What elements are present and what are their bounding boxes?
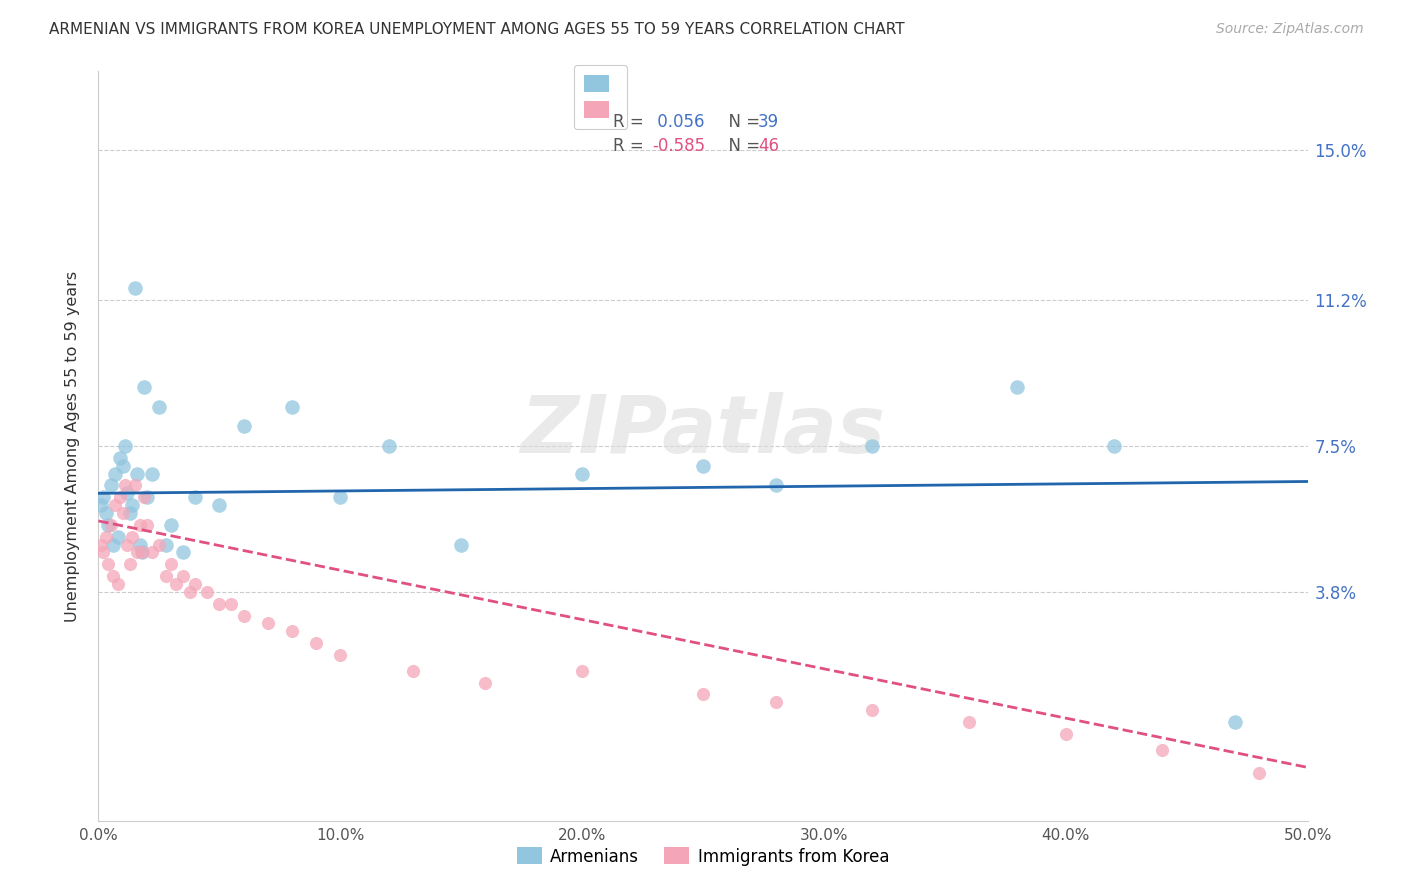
Point [860, 439, 883, 453]
Point [860, 703, 883, 717]
Point [141, 467, 163, 481]
Point [104, 498, 127, 512]
Text: N =: N = [718, 113, 766, 131]
Point [94, 506, 117, 520]
Point [101, 569, 124, 583]
Point [131, 545, 153, 559]
Point [94, 530, 117, 544]
Point [91, 545, 114, 559]
Point [107, 577, 129, 591]
Point [305, 636, 328, 650]
Point [402, 664, 425, 678]
Point [195, 585, 218, 599]
Text: N =: N = [718, 136, 766, 154]
Point [121, 498, 143, 512]
Point [184, 490, 207, 504]
Point [221, 597, 243, 611]
Point [128, 538, 150, 552]
Point [108, 450, 131, 465]
Point [131, 545, 153, 559]
Text: ARMENIAN VS IMMIGRANTS FROM KOREA UNEMPLOYMENT AMONG AGES 55 TO 59 YEARS CORRELA: ARMENIAN VS IMMIGRANTS FROM KOREA UNEMPL… [49, 22, 905, 37]
Point [1152, 742, 1174, 756]
Point [1223, 714, 1246, 729]
Point [148, 538, 170, 552]
Point [134, 380, 156, 394]
Point [1249, 766, 1271, 780]
Point [101, 538, 124, 552]
Point [118, 558, 141, 572]
Point [232, 419, 254, 434]
Text: 0.056: 0.056 [652, 113, 704, 131]
Point [1102, 439, 1125, 453]
Text: R =: R = [613, 113, 650, 131]
Point [957, 714, 980, 729]
Point [104, 467, 127, 481]
Point [127, 467, 149, 481]
Point [124, 281, 146, 295]
Point [97, 517, 120, 532]
Point [165, 577, 187, 591]
Text: ZIPatlas: ZIPatlas [520, 392, 886, 470]
Point [571, 467, 593, 481]
Point [1054, 727, 1077, 741]
Point [148, 400, 170, 414]
Point [692, 688, 714, 702]
Point [281, 624, 304, 639]
Point [160, 517, 183, 532]
Point [90, 498, 112, 512]
Point [155, 569, 177, 583]
Point [108, 490, 131, 504]
Point [114, 478, 136, 492]
Point [117, 538, 139, 552]
Point [765, 695, 787, 709]
Point [128, 517, 150, 532]
Point [117, 486, 139, 500]
Point [377, 439, 399, 453]
Point [232, 608, 254, 623]
Point [124, 478, 146, 492]
Point [172, 545, 194, 559]
Point [208, 498, 231, 512]
Point [1007, 380, 1029, 394]
Point [765, 478, 787, 492]
Point [208, 597, 231, 611]
Point [91, 490, 114, 504]
Point [474, 675, 496, 690]
Point [329, 648, 352, 662]
Point [111, 458, 134, 473]
Point [184, 577, 207, 591]
Point [134, 490, 156, 504]
Point [90, 538, 112, 552]
Point [160, 558, 183, 572]
Point [100, 517, 122, 532]
Point [172, 569, 194, 583]
Point [135, 517, 157, 532]
Point [97, 558, 120, 572]
Text: 39: 39 [758, 113, 779, 131]
Point [692, 458, 714, 473]
Point [114, 439, 136, 453]
Point [179, 585, 201, 599]
Point [111, 506, 134, 520]
Text: -0.585: -0.585 [652, 136, 706, 154]
Point [121, 530, 143, 544]
Point [118, 506, 141, 520]
Point [141, 545, 163, 559]
Point [281, 400, 304, 414]
Point [107, 530, 129, 544]
Text: R =: R = [613, 136, 650, 154]
Point [571, 664, 593, 678]
Point [100, 478, 122, 492]
Point [329, 490, 352, 504]
Text: 46: 46 [758, 136, 779, 154]
Y-axis label: Unemployment Among Ages 55 to 59 years: Unemployment Among Ages 55 to 59 years [65, 270, 80, 622]
Legend: Armenians, Immigrants from Korea: Armenians, Immigrants from Korea [510, 841, 896, 872]
Point [127, 545, 149, 559]
Text: Source: ZipAtlas.com: Source: ZipAtlas.com [1216, 22, 1364, 37]
Point [155, 538, 177, 552]
Point [256, 616, 278, 631]
Point [135, 490, 157, 504]
Point [450, 538, 472, 552]
